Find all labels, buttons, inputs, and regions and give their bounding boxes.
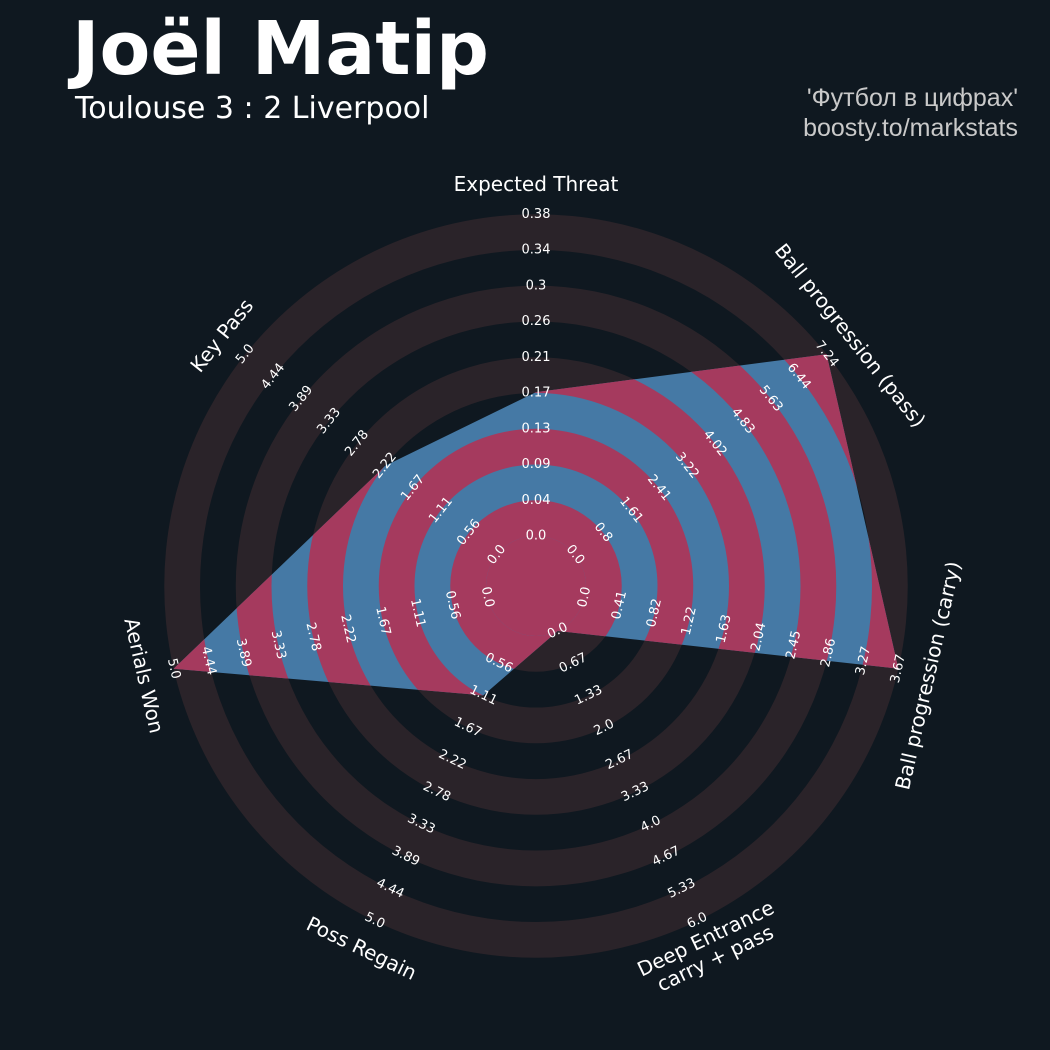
match-subtitle: Toulouse 3 : 2 Liverpool [75,91,430,126]
tick-label: 0.13 [522,421,551,436]
tick-label: 2.04 [748,621,769,653]
credit-line-2: boosty.to/markstats [803,114,1018,142]
player-ring [450,500,622,672]
tick-label: 0.21 [522,350,551,365]
parameter-label-line: Expected Threat [454,172,619,196]
parameter-label: Expected Threat [454,172,619,196]
tick-label: 0.82 [644,597,665,629]
tick-label: 3.27 [853,645,874,677]
tick-label: 0.17 [522,386,551,401]
tick-label: 2.78 [302,621,323,653]
credit: 'Футбол в цифрах' boosty.to/markstats [803,83,1018,143]
tick-label: 1.22 [679,605,700,637]
tick-label: 2.45 [783,629,804,661]
tick-label: 5.0 [164,657,183,681]
tick-label: 3.89 [233,637,254,669]
tick-label: 0.0 [478,585,497,609]
tick-label: 0.0 [526,529,547,544]
parameter-label: Aerials Won [119,616,169,736]
player-center-disc [486,536,586,636]
tick-label: 1.63 [714,613,735,645]
radar-tick-labels: 0.0 0.04 0.09 0.13 0.17 0.21 0.26 0.3 0.34 0.38 0.… [164,207,909,932]
tick-label: 0.41 [609,589,630,621]
credit-line-1: 'Футбол в цифрах' [806,84,1018,112]
tick-label: 0.34 [522,243,551,258]
parameter-label-line: Aerials Won [119,616,169,736]
tick-label: 2.86 [818,637,839,669]
tick-label: 4.44 [198,645,219,677]
tick-label: 0.0 [575,585,594,609]
page-title: Joël Matip [72,6,489,92]
tick-label: 1.11 [407,597,428,629]
tick-label: 0.04 [522,493,551,508]
tick-label: 0.56 [442,589,463,621]
tick-label: 3.33 [268,629,289,661]
tick-label: 1.67 [372,605,393,637]
tick-label: 0.38 [522,207,551,222]
tick-label: 3.67 [888,653,909,685]
tick-label: 0.09 [522,457,551,472]
tick-label: 0.26 [522,314,551,329]
tick-label: 2.22 [337,613,358,645]
tick-label: 0.3 [526,278,547,293]
